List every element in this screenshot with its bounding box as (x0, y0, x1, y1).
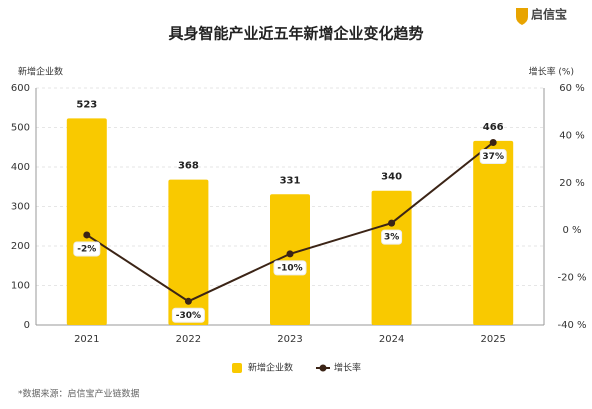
y2-tick-label: -40 % (557, 320, 586, 331)
bar-value-label: 523 (76, 99, 97, 110)
legend-swatch (232, 363, 242, 373)
legend-label: 增长率 (334, 362, 361, 374)
line-point (184, 297, 192, 305)
y-tick-label: 300 (11, 202, 30, 213)
y-tick-label: 200 (11, 241, 30, 252)
line-value-label: -10% (277, 263, 302, 273)
bar-value-label: 331 (280, 175, 301, 186)
y-tick-label: 600 (11, 83, 30, 94)
line-label-box (73, 241, 101, 257)
y-tick-label: 500 (11, 123, 30, 134)
bar (270, 194, 310, 325)
x-tick-label: 2021 (74, 334, 99, 345)
legend-label: 新增企业数 (248, 362, 293, 374)
chart-title: 具身智能产业近五年新增企业变化趋势 (168, 25, 423, 43)
y2-tick-label: 0 % (562, 225, 581, 236)
y2-axis-title: 增长率 (%) (529, 66, 574, 78)
logo-text: 启信宝 (531, 7, 567, 22)
bar-value-label: 340 (381, 172, 402, 183)
bar (473, 140, 514, 325)
source-note: *数据来源：启信宝产业链数据 (18, 388, 140, 400)
line-value-label: 3% (384, 233, 399, 243)
y-axis-title: 新增企业数 (18, 66, 63, 78)
y2-tick-label: 20 % (559, 178, 584, 189)
logo: 启信宝 (516, 7, 567, 25)
line-point (489, 139, 497, 147)
x-tick-label: 2023 (277, 334, 302, 345)
line-label-box (381, 229, 403, 245)
line-label-box (479, 149, 507, 165)
y-tick-label: 400 (11, 162, 30, 173)
bar-value-label: 368 (178, 161, 199, 172)
line-value-label: -30% (176, 311, 201, 321)
y2-tick-label: 60 % (559, 83, 584, 94)
line-value-label: 37% (482, 152, 504, 162)
line-point (388, 219, 396, 227)
line-label-box (171, 307, 205, 323)
line-label-box (273, 260, 307, 276)
bar (168, 179, 209, 325)
bar-value-label: 466 (483, 122, 504, 133)
legend-swatch-dot (319, 364, 327, 372)
y-tick-label: 0 (24, 320, 30, 331)
x-tick-label: 2025 (480, 334, 505, 345)
bar (66, 118, 107, 325)
bar (371, 190, 412, 325)
y-tick-label: 100 (11, 281, 30, 292)
x-tick-label: 2024 (379, 334, 404, 345)
line-value-label: -2% (77, 244, 96, 254)
y2-tick-label: -20 % (557, 273, 586, 284)
y2-tick-label: 40 % (559, 130, 584, 141)
logo-icon (516, 8, 528, 25)
line-point (83, 231, 91, 239)
line-point (286, 250, 294, 258)
x-tick-label: 2022 (176, 334, 201, 345)
